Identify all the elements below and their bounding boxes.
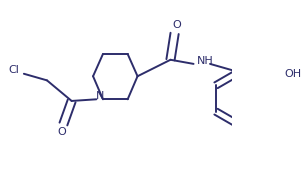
Text: Cl: Cl	[8, 65, 19, 75]
Text: O: O	[172, 20, 181, 30]
Text: N: N	[95, 91, 104, 101]
Text: OH: OH	[284, 69, 301, 79]
Text: NH: NH	[197, 56, 214, 66]
Text: O: O	[57, 127, 66, 137]
